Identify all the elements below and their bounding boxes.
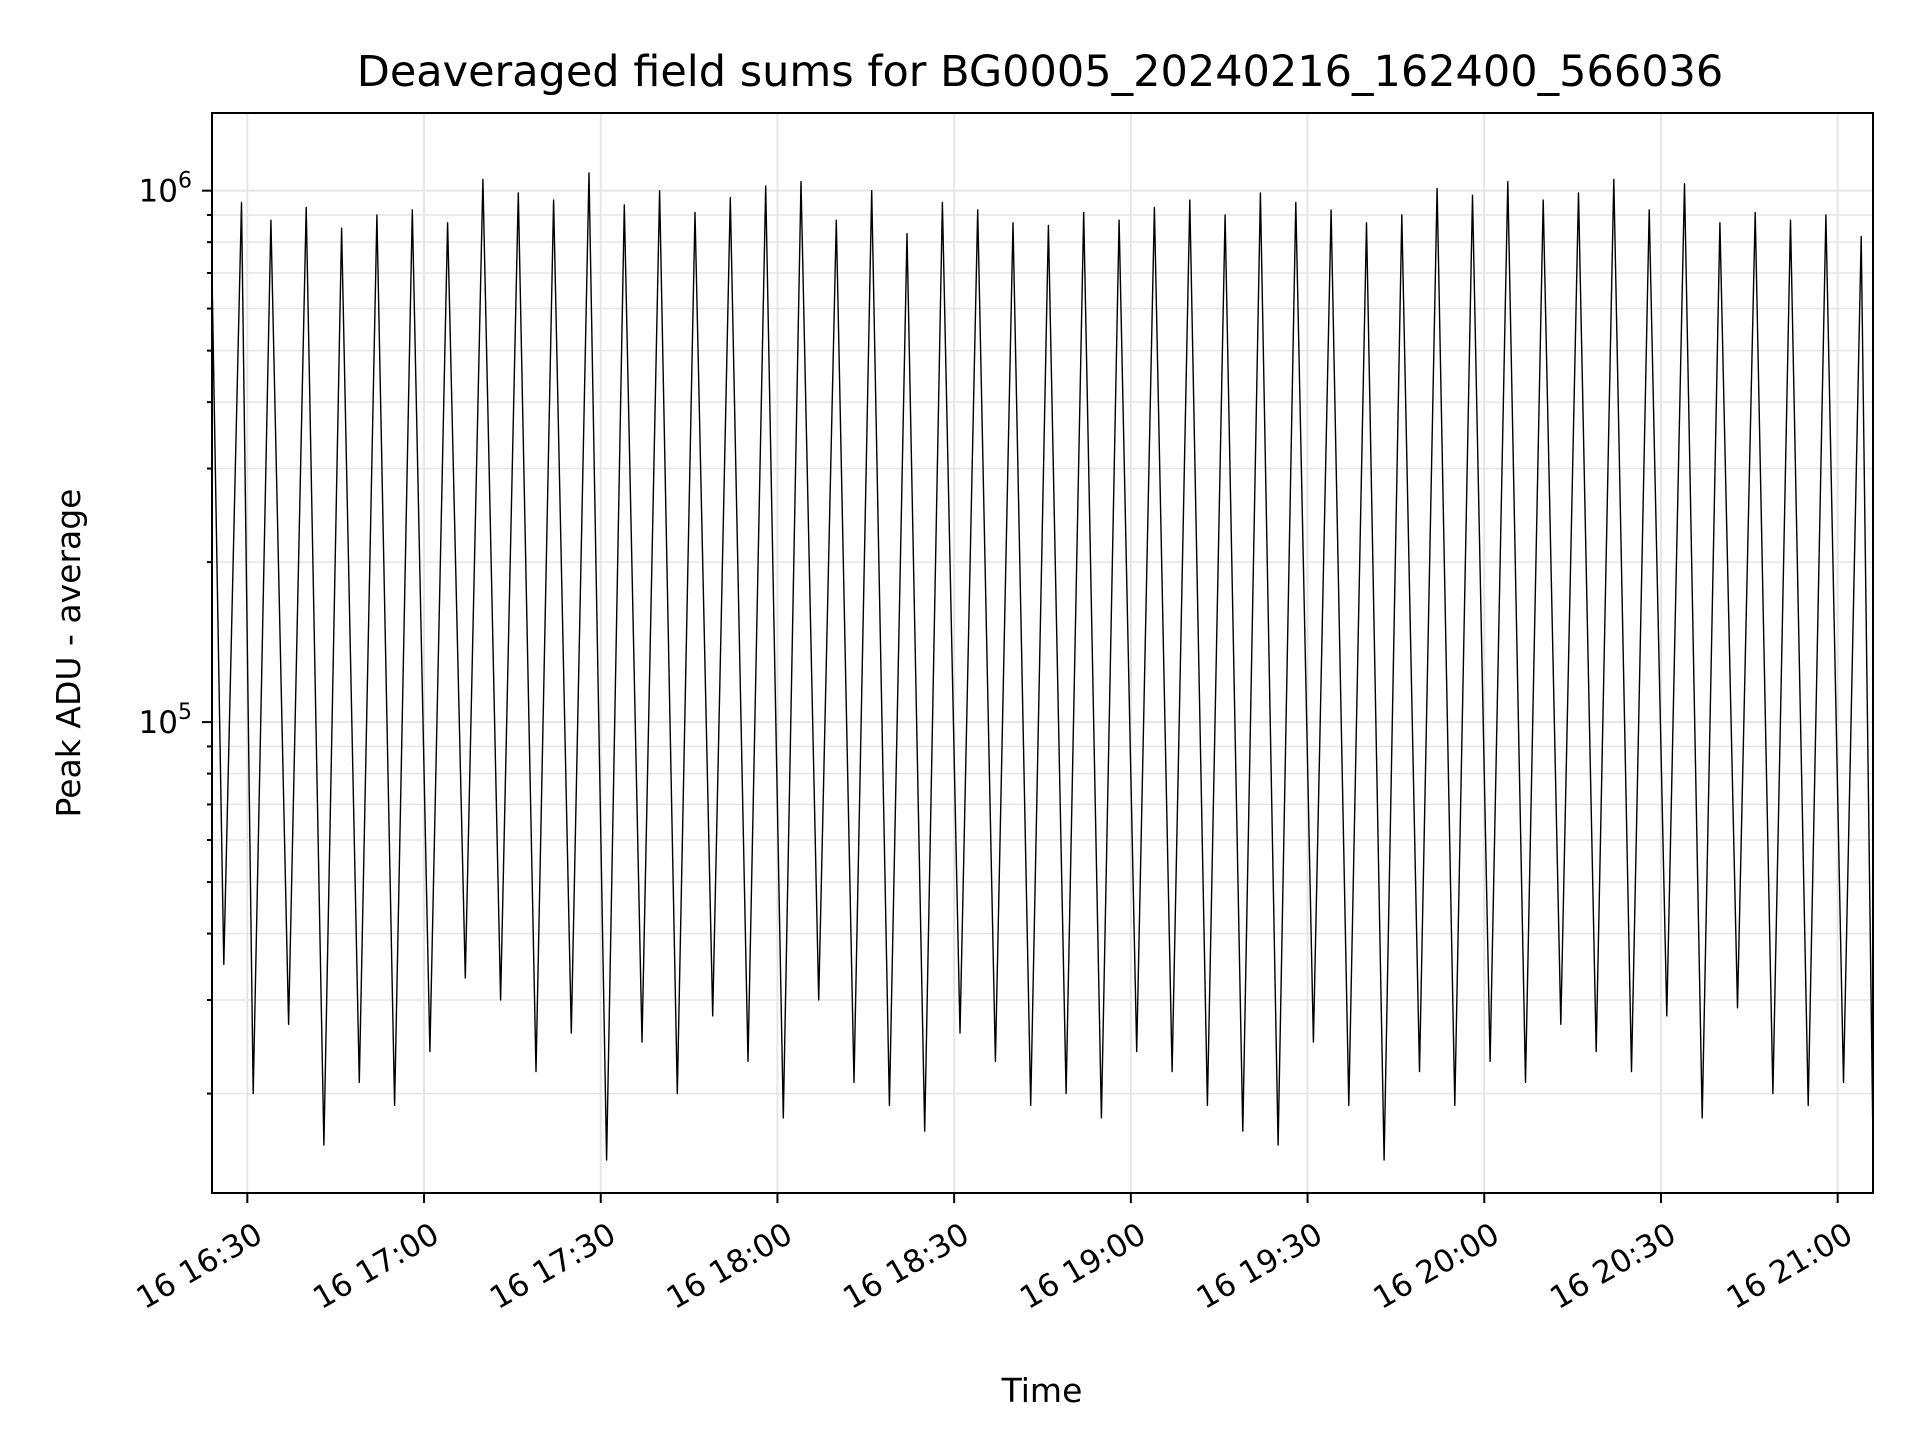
y-axis-label: Peak ADU - average [49,489,88,818]
series-line-path [211,172,1874,1161]
series-line [211,172,1874,1161]
plot-frame [211,112,1874,1194]
y-tick-label: 105 [139,700,192,741]
chart-title: Deaveraged field sums for BG0005_2024021… [357,47,1724,97]
y-tick-label: 106 [139,169,192,210]
x-axis-label: Time [1001,1371,1083,1410]
y-axis: 105 106 [139,169,212,1095]
grid [212,113,1873,1193]
